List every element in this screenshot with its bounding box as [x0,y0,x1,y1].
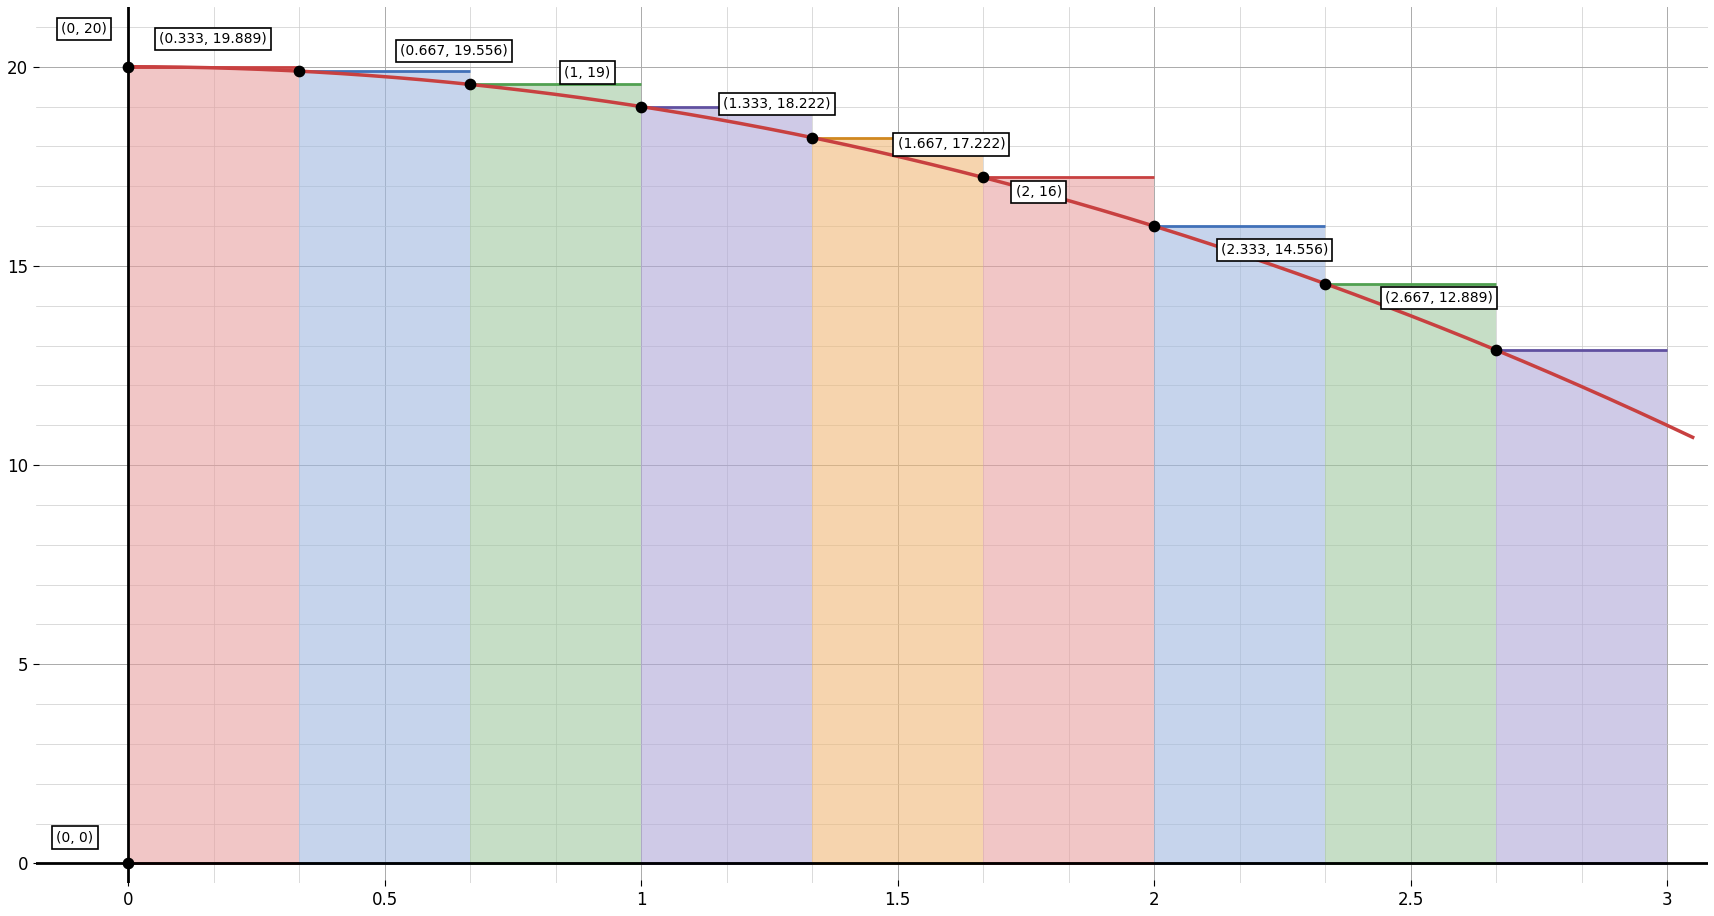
Bar [1495,350,1666,864]
Bar [982,178,1154,864]
Bar [129,67,298,864]
Point [456,77,483,92]
Bar [1154,226,1325,864]
Text: (0.667, 19.556): (0.667, 19.556) [399,44,507,58]
Point [115,60,142,74]
Point [627,99,655,114]
Point [968,170,996,185]
Point [797,130,824,145]
Bar [811,137,982,864]
Text: (0.333, 19.889): (0.333, 19.889) [159,32,266,46]
Bar [470,84,641,864]
Text: (2, 16): (2, 16) [1015,185,1061,199]
Text: (2.333, 14.556): (2.333, 14.556) [1220,243,1327,257]
Point [1140,219,1167,234]
Bar [641,106,811,864]
Text: (1.667, 17.222): (1.667, 17.222) [896,137,1004,151]
Point [1311,277,1339,291]
Point [115,856,142,871]
Text: (1, 19): (1, 19) [564,66,610,80]
Bar [1325,284,1495,864]
Text: (2.667, 12.889): (2.667, 12.889) [1385,290,1491,305]
Point [285,64,312,79]
Bar [298,71,470,864]
Point [1481,343,1508,357]
Text: (1.333, 18.222): (1.333, 18.222) [723,97,830,111]
Text: (0, 20): (0, 20) [62,22,108,36]
Text: (0, 0): (0, 0) [57,831,93,845]
